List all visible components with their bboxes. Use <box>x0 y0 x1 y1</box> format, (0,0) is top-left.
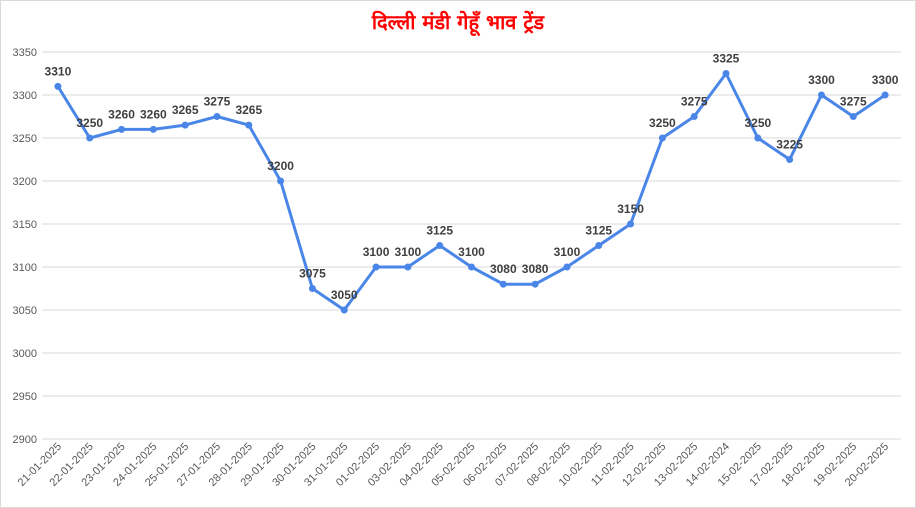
data-point <box>849 113 857 120</box>
data-label: 3080 <box>522 262 549 276</box>
y-tick-label: 3050 <box>13 305 37 317</box>
data-point <box>245 121 253 129</box>
data-point <box>213 113 221 120</box>
data-point <box>499 280 507 288</box>
data-point <box>118 125 126 133</box>
data-label: 3260 <box>140 107 167 121</box>
y-tick-label: 3100 <box>13 262 37 274</box>
y-tick-label: 3150 <box>13 219 37 231</box>
data-label: 3300 <box>808 73 835 87</box>
data-point <box>340 306 348 314</box>
data-label: 3225 <box>776 138 803 152</box>
data-label: 3250 <box>76 116 103 130</box>
data-point <box>149 125 157 133</box>
data-point <box>181 121 189 129</box>
data-label: 3125 <box>426 224 453 238</box>
data-point <box>277 177 285 185</box>
data-point <box>54 82 62 90</box>
data-label: 3250 <box>744 116 771 130</box>
data-point <box>817 91 825 99</box>
y-tick-label: 3000 <box>13 348 37 360</box>
data-point <box>627 220 635 228</box>
data-label: 3265 <box>172 103 199 117</box>
data-label: 3100 <box>395 245 422 259</box>
data-label: 3275 <box>681 95 708 109</box>
data-point <box>563 263 571 271</box>
y-tick-label: 2950 <box>13 391 37 403</box>
data-label: 3100 <box>458 245 485 259</box>
data-label: 3100 <box>554 245 581 259</box>
y-tick-label: 2900 <box>13 434 37 446</box>
data-point <box>86 134 94 142</box>
y-tick-label: 3350 <box>13 47 37 59</box>
data-point <box>372 263 380 271</box>
data-label: 3300 <box>872 73 899 87</box>
data-label: 3275 <box>840 95 867 109</box>
chart-title: दिल्ली मंडी गेहूँ भाव ट्रेंड <box>371 10 545 34</box>
data-label: 3075 <box>299 267 326 281</box>
data-point <box>881 91 889 99</box>
data-point <box>436 242 444 249</box>
data-label: 3100 <box>363 245 390 259</box>
data-point <box>468 263 475 271</box>
data-point <box>754 134 762 142</box>
data-label: 3150 <box>617 202 644 216</box>
data-label: 3250 <box>649 116 676 130</box>
data-point <box>786 156 794 163</box>
data-label: 3325 <box>713 52 740 66</box>
data-label: 3080 <box>490 262 517 276</box>
y-tick-label: 3300 <box>13 90 37 102</box>
data-label: 3200 <box>267 159 294 173</box>
data-label: 3050 <box>331 288 358 302</box>
data-point <box>658 134 666 142</box>
y-tick-label: 3200 <box>13 176 37 188</box>
data-point <box>531 280 539 288</box>
data-point <box>404 263 412 271</box>
data-point <box>308 285 316 292</box>
data-point <box>722 70 730 77</box>
y-tick-label: 3250 <box>13 133 37 145</box>
data-label: 3275 <box>204 95 231 109</box>
data-label: 3125 <box>585 224 612 238</box>
data-point <box>595 242 603 249</box>
data-label: 3265 <box>235 103 262 117</box>
data-point <box>690 113 698 120</box>
data-label: 3310 <box>45 64 72 78</box>
data-label: 3260 <box>108 107 135 121</box>
